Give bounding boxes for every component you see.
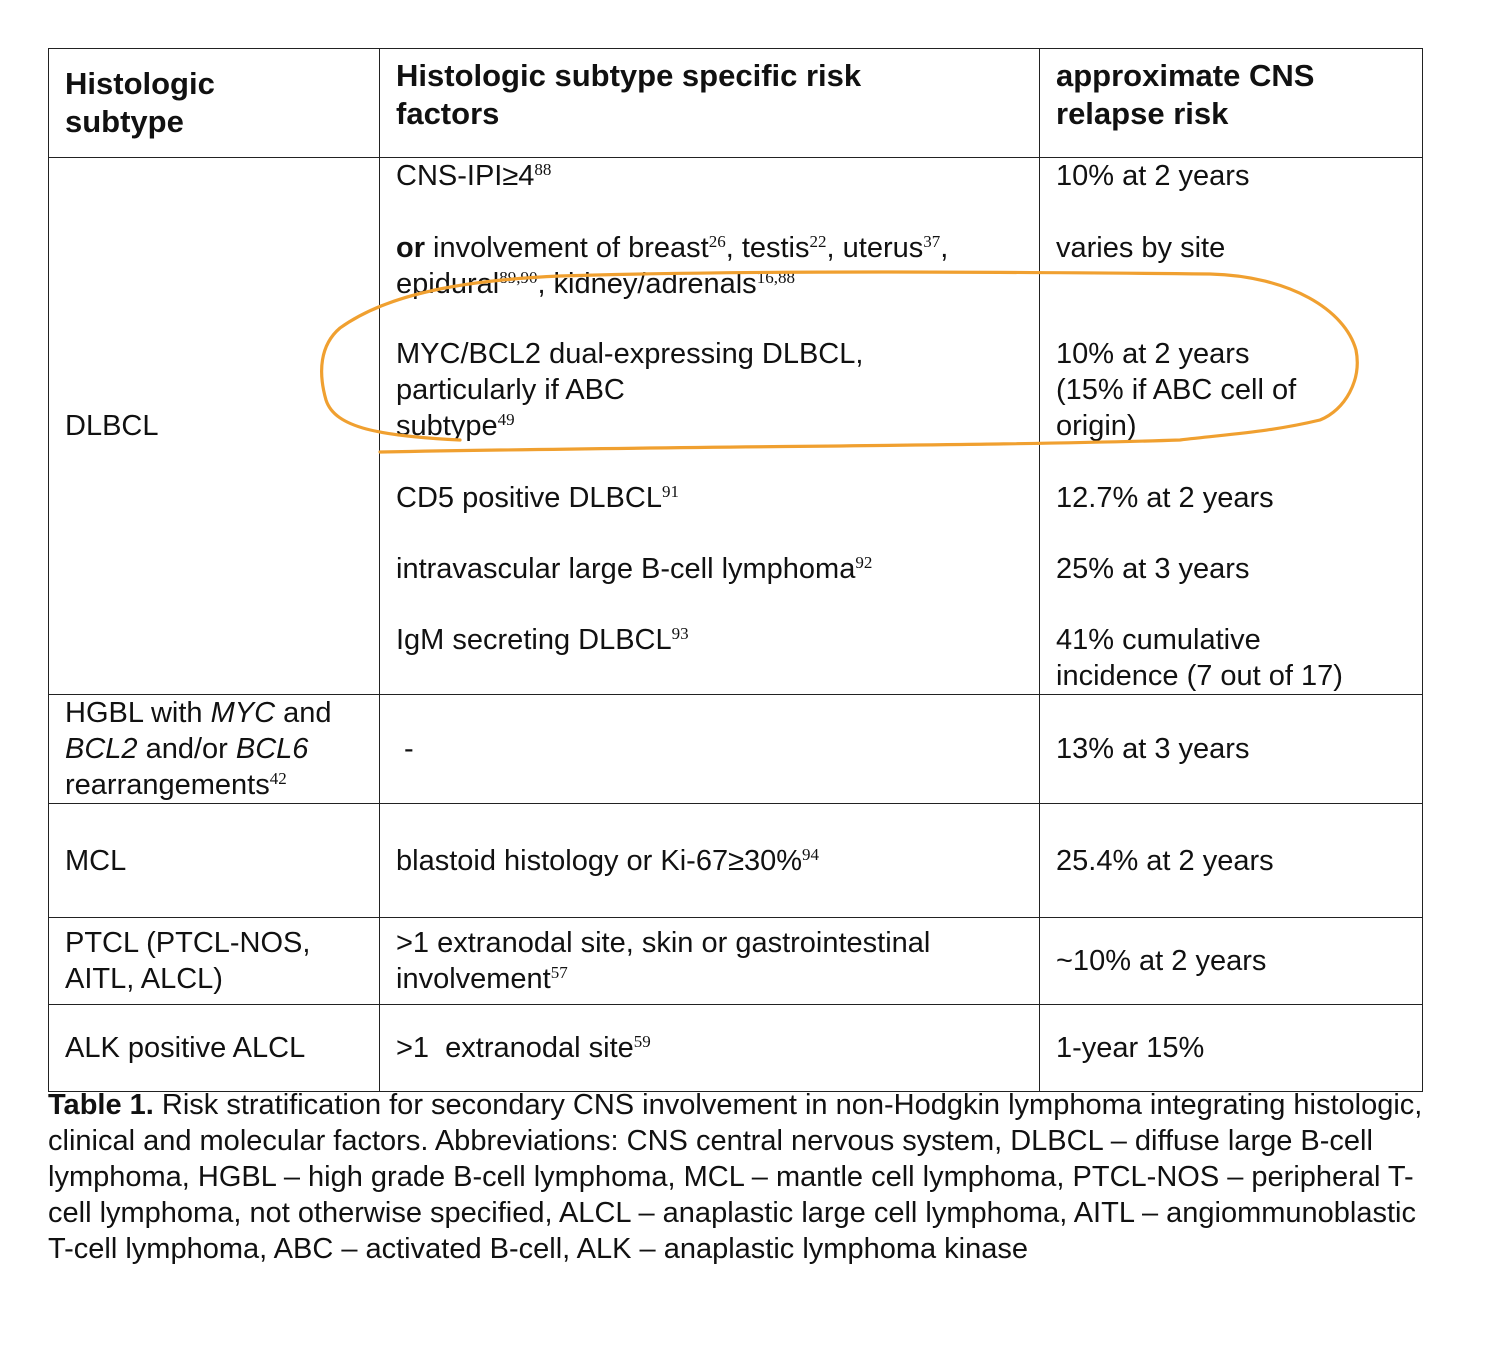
hgbl-factor-cell: - — [379, 694, 1040, 804]
factor-cns-ipi: CNS-IPI≥488 — [396, 160, 552, 192]
alk-subtype-cell: ALK positive ALCL — [48, 1004, 380, 1092]
dlbcl-subtype-cell: DLBCL — [48, 157, 380, 695]
mcl-row: MCL blastoid histology or Ki-67≥30%94 25… — [48, 803, 1423, 918]
dlbcl-subtype: DLBCL — [65, 410, 159, 442]
factor-cd5: CD5 positive DLBCL91 — [396, 482, 679, 514]
table-caption: Table 1. Risk stratification for seconda… — [48, 1087, 1428, 1267]
factor-intravascular: intravascular large B-cell lymphoma92 — [396, 553, 873, 585]
header-row: Histologic subtype Histologic subtype sp… — [48, 48, 1423, 158]
header-relapse-risk: approximate CNS relapse risk — [1039, 48, 1423, 158]
risk-extranodal: varies by site — [1056, 232, 1226, 264]
ptcl-risk-cell: ~10% at 2 years — [1039, 917, 1423, 1005]
alk-row: ALK positive ALCL >1 extranodal site59 1… — [48, 1004, 1423, 1092]
risk-cns-ipi: 10% at 2 years — [1056, 160, 1250, 192]
mcl-factor-cell: blastoid histology or Ki-67≥30%94 — [379, 803, 1040, 918]
header-subtype: Histologic subtype — [48, 48, 380, 158]
hgbl-subtype-cell: HGBL with MYC and BCL2 and/or BCL6 rearr… — [48, 694, 380, 804]
factor-extranodal-sites: or involvement of breast26, testis22, ut… — [396, 232, 949, 300]
risk-cd5: 12.7% at 2 years — [1056, 482, 1274, 514]
alk-factor-cell: >1 extranodal site59 — [379, 1004, 1040, 1092]
hgbl-row: HGBL with MYC and BCL2 and/or BCL6 rearr… — [48, 694, 1423, 804]
ptcl-subtype-cell: PTCL (PTCL-NOS, AITL, ALCL) — [48, 917, 380, 1005]
dlbcl-row: DLBCL CNS-IPI≥488 or involvement of brea… — [48, 157, 1423, 695]
mcl-risk-cell: 25.4% at 2 years — [1039, 803, 1423, 918]
mcl-subtype-cell: MCL — [48, 803, 380, 918]
alk-risk-cell: 1-year 15% — [1039, 1004, 1423, 1092]
factor-myc-bcl2: MYC/BCL2 dual-expressing DLBCL, particul… — [396, 338, 864, 442]
risk-intravascular: 25% at 3 years — [1056, 553, 1250, 585]
caption-label: Table 1. — [48, 1089, 154, 1121]
ptcl-row: PTCL (PTCL-NOS, AITL, ALCL) >1 extranoda… — [48, 917, 1423, 1005]
dlbcl-risk-cell: 10% at 2 years varies by site 10% at 2 y… — [1039, 157, 1423, 695]
risk-table: Histologic subtype Histologic subtype sp… — [48, 48, 1423, 1092]
caption-text: Risk stratification for secondary CNS in… — [48, 1089, 1423, 1265]
dlbcl-factors-cell: CNS-IPI≥488 or involvement of breast26, … — [379, 157, 1040, 695]
ptcl-factor-cell: >1 extranodal site, skin or gastrointest… — [379, 917, 1040, 1005]
hgbl-risk-cell: 13% at 3 years — [1039, 694, 1423, 804]
header-risk-factors: Histologic subtype specific risk factors — [379, 48, 1040, 158]
risk-myc-bcl2: 10% at 2 years (15% if ABC cell of origi… — [1056, 338, 1297, 442]
risk-igm: 41% cumulative incidence (7 out of 17) — [1056, 624, 1343, 692]
factor-igm: IgM secreting DLBCL93 — [396, 624, 689, 656]
